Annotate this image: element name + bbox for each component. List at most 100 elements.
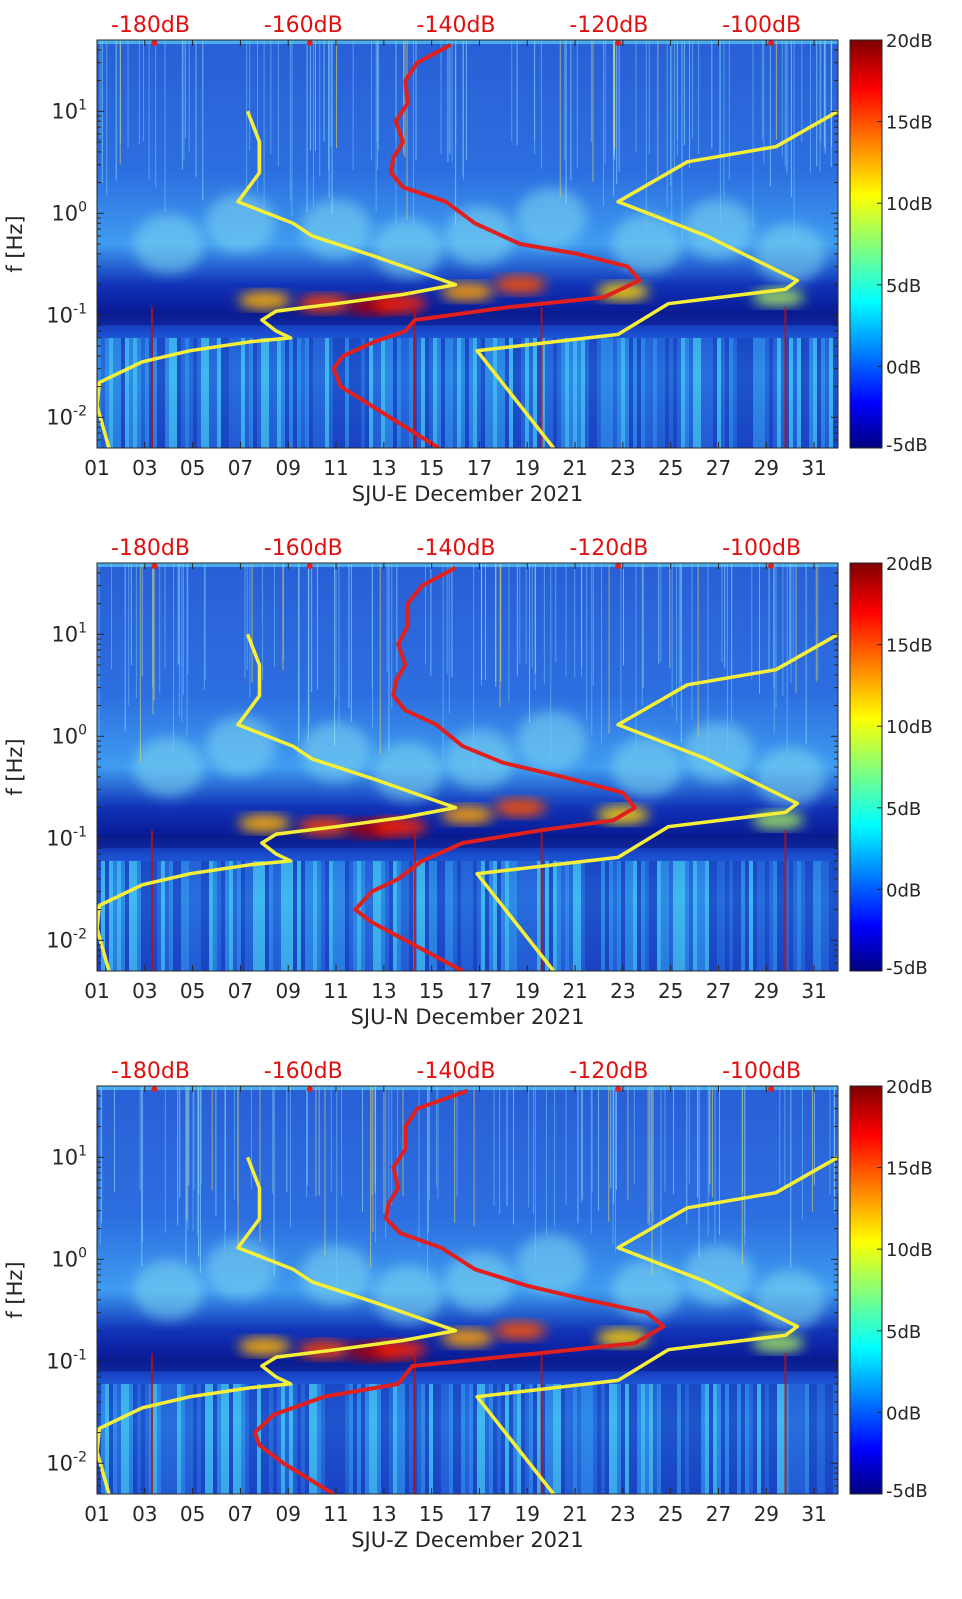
x-tick-label: 03 [132,979,157,1003]
x-tick-label: 29 [754,456,779,480]
colorbar [849,562,883,972]
x-tick-label: 31 [801,1502,826,1526]
x-axis-label: SJU-Z December 2021 [351,1528,584,1552]
colorbar-tick-label: 5dB [886,1322,921,1343]
colorbar [849,39,883,449]
x-tick-label: 25 [658,979,683,1003]
x-tick-label: 13 [371,1502,396,1526]
x-tick-label: 31 [801,979,826,1003]
x-tick-label: 07 [228,979,253,1003]
top-marker [151,563,158,569]
x-tick-label: 23 [610,979,635,1003]
x-tick-label: 21 [562,979,587,1003]
colorbar-tick-label: 10dB [886,194,933,215]
top-db-tick-label: -180dB [111,1059,190,1084]
colorbar-tick-label: 15dB [886,1159,933,1180]
x-tick-label: 23 [610,1502,635,1526]
x-tick-label: 17 [467,1502,492,1526]
top-db-tick-label: -160dB [264,536,343,561]
colorbar-tick-label: 20dB [886,1077,933,1098]
top-marker [768,563,775,569]
x-tick-label: 09 [275,1502,300,1526]
y-tick-label: 10-2 [46,403,87,429]
top-marker [306,563,313,569]
x-tick-label: 01 [84,456,109,480]
panel-n: 01 03 05 07 09 11 13 15 17 19 21 23 25 27 29 31 SJU-N De… [3,536,933,1029]
colorbar-tick-label: -5dB [886,435,928,456]
colorbar [849,1085,883,1495]
top-marker [768,40,775,46]
x-tick-label: 15 [419,979,444,1003]
top-db-tick-label: -120dB [569,13,648,38]
x-tick-label: 05 [180,456,205,480]
top-db-tick-label: -140dB [417,1059,496,1084]
colorbar-tick-label: 10dB [886,1240,933,1261]
x-tick-label: 09 [275,456,300,480]
y-tick-label: 100 [51,722,87,748]
x-tick-label: 11 [323,1502,348,1526]
top-db-tick-label: -140dB [417,13,496,38]
top-db-tick-label: -180dB [111,13,190,38]
colorbar-tick-label: 15dB [886,113,933,134]
top-db-tick-label: -160dB [264,1059,343,1084]
x-tick-label: 07 [228,1502,253,1526]
top-marker [615,40,622,46]
high-noise-model-curve [475,109,838,448]
y-axis-label: f [Hz] [3,1261,27,1318]
top-db-tick-label: -100dB [722,13,801,38]
spectrogram-image [97,40,838,448]
colorbar-tick-label: 20dB [886,554,933,575]
top-marker [306,1086,313,1092]
top-db-tick-label: -100dB [722,536,801,561]
x-tick-label: 03 [132,1502,157,1526]
spectrogram-image [97,563,838,971]
colorbar-tick-label: -5dB [886,1481,928,1502]
x-axis-label: SJU-E December 2021 [352,482,583,506]
colorbar-tick-label: 0dB [886,357,921,378]
top-marker [615,563,622,569]
x-tick-label: 29 [754,979,779,1003]
y-tick-label: 100 [51,1245,87,1271]
x-tick-label: 31 [801,456,826,480]
y-axis-label: f [Hz] [3,215,27,272]
colorbar-tick-label: 5dB [886,799,921,820]
x-tick-label: 23 [610,456,635,480]
x-tick-label: 01 [84,1502,109,1526]
high-noise-model-curve [475,1155,838,1494]
colorbar-tick-label: 0dB [886,880,921,901]
top-db-tick-label: -120dB [569,1059,648,1084]
x-tick-label: 11 [323,456,348,480]
y-tick-label: 100 [51,199,87,225]
x-tick-label: 27 [706,1502,731,1526]
median-PSD-curve [252,1088,666,1494]
panel-e: 01 03 05 07 09 11 13 15 17 19 21 23 25 27 29 31 SJU-E De… [3,13,933,506]
top-marker [151,1086,158,1092]
x-tick-label: 29 [754,1502,779,1526]
y-tick-label: 101 [51,1143,87,1169]
x-tick-label: 25 [658,1502,683,1526]
x-tick-label: 19 [515,456,540,480]
panel-z: 01 03 05 07 09 11 13 15 17 19 21 23 25 27 29 31 SJU-Z De… [3,1059,933,1552]
x-tick-label: 01 [84,979,109,1003]
x-tick-label: 19 [515,979,540,1003]
top-db-tick-label: -100dB [722,1059,801,1084]
low-noise-model-curve [97,1156,458,1494]
top-db-tick-label: -140dB [417,536,496,561]
x-tick-label: 05 [180,1502,205,1526]
low-noise-model-curve [97,633,458,971]
x-tick-label: 17 [467,979,492,1003]
top-marker [306,40,313,46]
y-tick-label: 10-1 [46,824,87,850]
colorbar-tick-label: 20dB [886,31,933,52]
top-db-tick-label: -160dB [264,13,343,38]
y-tick-label: 101 [51,97,87,123]
y-tick-label: 101 [51,620,87,646]
colorbar-tick-label: -5dB [886,958,928,979]
y-tick-label: 10-1 [46,1347,87,1373]
x-tick-label: 03 [132,456,157,480]
top-marker [615,1086,622,1092]
top-marker [151,40,158,46]
x-axis-label: SJU-N December 2021 [351,1005,585,1029]
y-tick-label: 10-2 [46,1449,87,1475]
